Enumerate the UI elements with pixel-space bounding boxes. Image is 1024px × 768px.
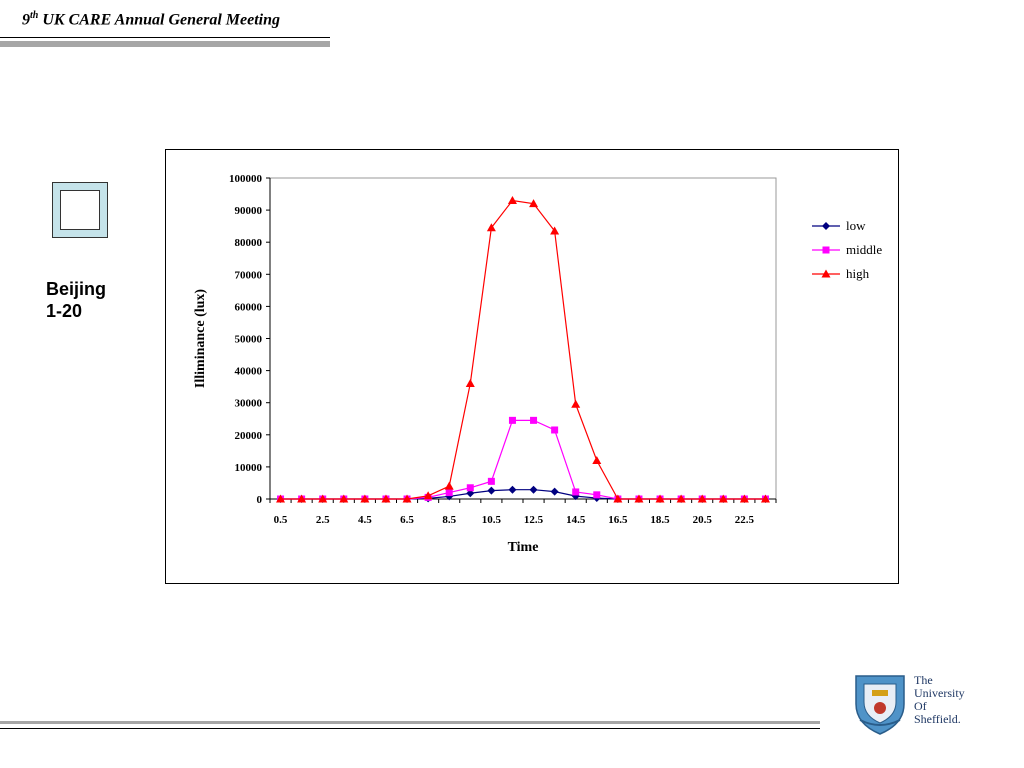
logo-line-3: Of	[914, 699, 927, 713]
data-point-high	[739, 494, 749, 503]
header-rule-thin	[0, 37, 330, 38]
y-tick-label: 100000	[229, 173, 263, 185]
series-line-middle	[280, 419, 766, 500]
data-point-high	[444, 481, 454, 490]
data-point-high	[507, 195, 517, 204]
shield-icon	[855, 675, 905, 735]
university-logo: The University Of Sheffield.	[846, 668, 986, 738]
data-point-high	[718, 494, 728, 503]
location-date: 1-20	[46, 301, 83, 321]
x-tick-label: 2.5	[316, 514, 330, 526]
x-tick-label: 6.5	[400, 514, 414, 526]
data-point-high	[676, 494, 686, 503]
plot-area	[269, 177, 777, 500]
footer-rule-thick	[0, 721, 820, 724]
x-tick-label: 16.5	[608, 514, 628, 526]
square-icon	[52, 182, 108, 238]
data-point-high	[486, 223, 496, 232]
y-tick-label: 30000	[235, 398, 263, 410]
x-tick-label: 14.5	[566, 514, 586, 526]
data-point-high	[529, 199, 539, 208]
data-point-high	[297, 494, 307, 503]
y-tick-label: 10000	[235, 462, 263, 474]
data-point-high	[697, 494, 707, 503]
data-point-low	[550, 487, 559, 496]
data-point-middle	[466, 484, 474, 492]
y-tick-label: 60000	[235, 301, 263, 313]
data-point-low	[508, 485, 517, 494]
x-tick-label: 22.5	[735, 514, 755, 526]
data-point-high	[318, 494, 328, 503]
data-point-high	[381, 494, 391, 503]
legend-marker-high	[821, 269, 831, 278]
x-tick-label: 12.5	[524, 514, 544, 526]
y-tick-label: 40000	[235, 366, 263, 378]
page-title: 9th UK CARE Annual General Meeting	[22, 10, 280, 29]
illuminance-chart: 1000009000080000700006000050000400003000…	[193, 173, 882, 555]
data-point-high	[339, 494, 349, 503]
data-point-high	[655, 494, 665, 503]
data-point-high	[634, 494, 644, 503]
data-point-low	[487, 486, 496, 495]
data-point-high	[423, 491, 433, 500]
university-name: The University Of Sheffield.	[914, 674, 965, 726]
footer-rule-thin	[0, 728, 820, 729]
data-point-high	[360, 494, 370, 503]
location-city: Beijing	[46, 279, 107, 299]
title-text: UK CARE Annual General Meeting	[38, 11, 281, 29]
x-tick-label: 20.5	[693, 514, 713, 526]
series-line-low	[280, 489, 766, 500]
data-point-high	[550, 226, 560, 235]
y-tick-label: 20000	[235, 430, 263, 442]
title-number: 9	[22, 11, 30, 29]
data-point-middle	[487, 477, 495, 485]
data-point-high	[402, 494, 412, 503]
square-icon-inner	[60, 190, 100, 230]
legend-marker-low	[822, 222, 830, 230]
data-point-middle	[593, 491, 601, 499]
legend-marker-middle	[822, 246, 830, 254]
data-point-middle	[445, 489, 453, 497]
data-point-low	[529, 485, 538, 494]
data-point-high	[592, 455, 602, 464]
location-label: Beijing 1-20	[46, 278, 106, 322]
x-axis-label: Time	[508, 540, 539, 555]
y-tick-label: 50000	[235, 334, 263, 346]
y-tick-label: 0	[257, 494, 263, 506]
data-point-high	[760, 494, 770, 503]
y-tick-label: 80000	[235, 237, 263, 249]
x-tick-label: 0.5	[274, 514, 288, 526]
data-point-high	[276, 494, 286, 503]
data-point-middle	[508, 416, 516, 424]
data-point-high	[571, 399, 581, 408]
x-tick-label: 18.5	[650, 514, 670, 526]
data-point-high	[465, 378, 475, 387]
x-tick-label: 10.5	[482, 514, 502, 526]
header-rule-thick	[0, 41, 330, 47]
data-point-middle	[551, 426, 559, 434]
legend-label-middle: middle	[846, 242, 882, 257]
data-point-middle	[572, 488, 580, 496]
legend-label-low: low	[846, 218, 866, 233]
chart-frame: 100000 90000 80000 70000 60000 50000 40000 3000…	[165, 149, 899, 584]
x-tick-label: 8.5	[442, 514, 456, 526]
y-tick-label: 70000	[235, 269, 263, 281]
y-tick-label: 90000	[235, 205, 263, 217]
logo-line-1: The	[914, 673, 933, 687]
data-point-high	[613, 494, 623, 503]
logo-line-4: Sheffield.	[914, 712, 961, 726]
y-axis-label: Illiminance (lux)	[193, 289, 208, 389]
series-line-high	[280, 199, 766, 500]
logo-line-2: University	[914, 686, 965, 700]
x-tick-label: 4.5	[358, 514, 372, 526]
legend-label-high: high	[846, 266, 870, 281]
data-point-middle	[530, 416, 538, 424]
title-superscript: th	[30, 10, 39, 21]
